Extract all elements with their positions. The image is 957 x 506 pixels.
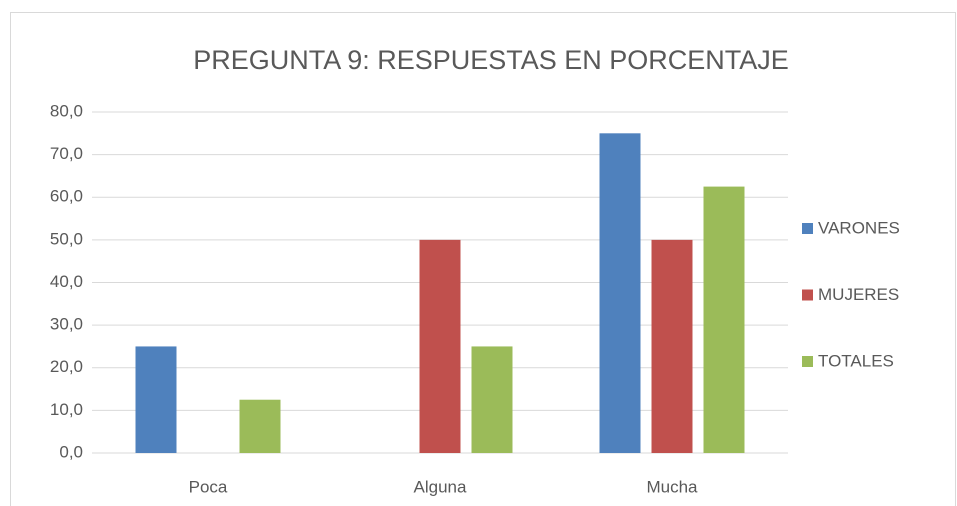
bar [135, 346, 177, 453]
y-tick-label: 60,0 [50, 187, 83, 206]
bar [651, 239, 693, 453]
legend-swatch [802, 223, 813, 234]
legend-label: TOTALES [818, 351, 894, 370]
bar [599, 133, 641, 453]
legend-swatch [802, 356, 813, 367]
legend-label: MUJERES [818, 285, 899, 304]
legend-label: VARONES [818, 218, 900, 237]
y-tick-label: 40,0 [50, 272, 83, 291]
y-tick-label: 0,0 [59, 442, 83, 461]
y-tick-label: 20,0 [50, 357, 83, 376]
x-tick-label: Alguna [414, 477, 467, 496]
y-tick-label: 10,0 [50, 400, 83, 419]
bar [239, 399, 281, 453]
y-tick-label: 70,0 [50, 144, 83, 163]
bar [471, 346, 513, 453]
legend-swatch [802, 289, 813, 301]
x-tick-label: Mucha [646, 477, 698, 496]
y-tick-label: 50,0 [50, 229, 83, 248]
bar [703, 186, 745, 453]
bar [419, 239, 461, 453]
chart-frame [10, 12, 956, 506]
chart-title: PREGUNTA 9: RESPUESTAS EN PORCENTAJE [193, 45, 789, 75]
x-tick-label: Poca [189, 477, 228, 496]
y-tick-label: 30,0 [50, 315, 83, 334]
y-tick-label: 80,0 [50, 101, 83, 120]
